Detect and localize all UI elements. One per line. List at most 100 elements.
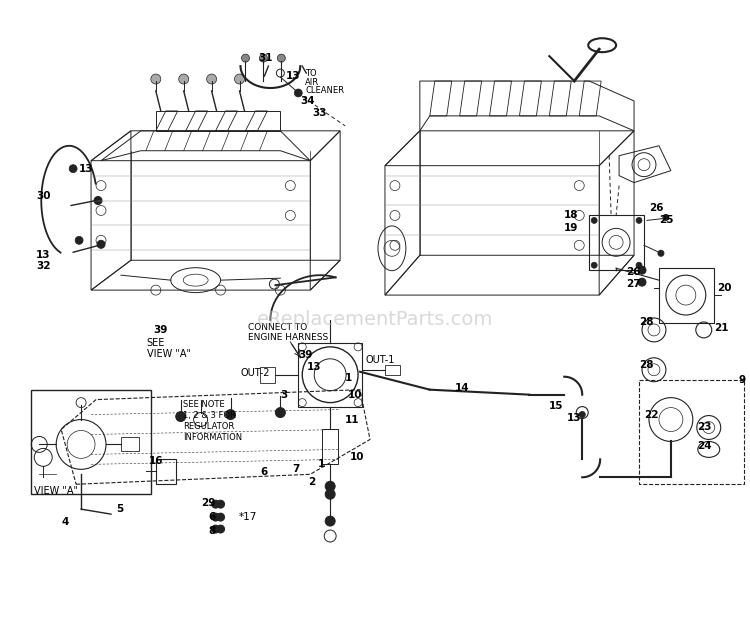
Text: 28: 28 [639,360,653,370]
Text: 9: 9 [739,375,746,385]
Circle shape [579,411,585,418]
Circle shape [151,74,160,84]
Circle shape [235,74,244,84]
Circle shape [94,197,102,205]
Circle shape [176,411,186,422]
Text: TO: TO [305,69,317,78]
Circle shape [217,513,224,521]
Circle shape [211,513,220,521]
Text: 13: 13 [79,164,94,174]
Text: *17: *17 [238,512,257,522]
Text: VIEW "A": VIEW "A" [147,349,190,359]
Bar [639,380,744,484]
Text: 22: 22 [644,410,658,420]
Bar [659,268,714,323]
Text: 13: 13 [567,413,582,423]
Circle shape [294,89,302,97]
Bar [298,343,362,406]
Circle shape [217,525,224,533]
Text: 1, 2 & 3 FOR: 1, 2 & 3 FOR [183,411,236,420]
Text: 15: 15 [548,401,562,411]
Text: eReplacementParts.com: eReplacementParts.com [256,310,494,329]
Bar [121,437,139,451]
Circle shape [75,236,83,245]
Text: 26: 26 [649,204,664,214]
Text: 14: 14 [454,383,470,392]
Text: 31: 31 [259,53,273,63]
Text: 34: 34 [300,96,315,106]
Text: CLEANER: CLEANER [305,87,344,95]
Bar [156,459,176,484]
Circle shape [211,525,220,533]
Circle shape [638,266,646,274]
Text: 1: 1 [345,373,352,383]
Text: 19: 19 [564,223,579,233]
Text: AIR: AIR [305,78,320,87]
Text: VIEW "A": VIEW "A" [34,486,78,496]
Circle shape [638,278,646,286]
Text: OUT-2: OUT-2 [241,368,270,378]
Text: 26: 26 [626,267,640,277]
Text: 13: 13 [285,71,300,81]
Text: SEE NOTE: SEE NOTE [183,400,224,409]
Text: 13: 13 [308,362,322,372]
Circle shape [275,408,285,418]
Circle shape [178,74,189,84]
Circle shape [636,262,642,268]
Text: INFORMATION: INFORMATION [183,433,242,442]
Text: SEE: SEE [147,338,165,348]
Bar [260,367,275,383]
Circle shape [326,482,335,491]
Circle shape [97,240,105,248]
Circle shape [69,165,77,173]
Text: 13: 13 [36,250,51,260]
Text: 24: 24 [697,441,712,451]
Circle shape [591,217,597,223]
Circle shape [636,217,642,223]
Text: 10: 10 [350,453,364,463]
Text: 23: 23 [697,422,711,432]
Text: 11: 11 [345,415,359,425]
Text: 30: 30 [36,190,51,200]
Text: 29: 29 [201,498,215,508]
Bar [590,216,644,270]
Text: 8: 8 [209,526,216,536]
Text: 16: 16 [148,456,164,466]
Bar [322,430,338,465]
Circle shape [326,489,335,499]
Text: 20: 20 [717,283,731,293]
Text: 32: 32 [36,261,51,271]
Text: 33: 33 [312,108,327,118]
Circle shape [260,54,268,62]
Circle shape [278,54,285,62]
Circle shape [326,516,335,526]
Circle shape [207,74,217,84]
Text: 10: 10 [348,390,362,399]
Circle shape [217,500,224,508]
Text: 5: 5 [116,504,123,514]
Text: 6: 6 [260,467,268,477]
Bar [32,390,151,494]
Text: 18: 18 [564,210,579,221]
Text: 39: 39 [153,325,167,335]
Text: ENGINE HARNESS: ENGINE HARNESS [248,334,328,343]
Circle shape [591,262,597,268]
Text: 25: 25 [659,216,674,226]
Text: 21: 21 [714,323,728,333]
Circle shape [658,250,664,256]
Text: OUT-1: OUT-1 [365,355,394,365]
Text: 27: 27 [626,279,640,289]
Text: CONNECT TO: CONNECT TO [248,324,308,332]
Text: 28: 28 [639,317,653,327]
Text: 4: 4 [62,517,68,527]
Text: 2: 2 [308,477,316,487]
Text: 3: 3 [280,390,287,399]
Text: 39: 39 [298,350,313,360]
Text: 7: 7 [292,465,300,475]
Circle shape [663,214,669,221]
Circle shape [226,410,236,420]
Circle shape [242,54,250,62]
Text: 1: 1 [318,459,326,470]
Text: 6: 6 [209,512,216,522]
Bar [385,365,400,375]
